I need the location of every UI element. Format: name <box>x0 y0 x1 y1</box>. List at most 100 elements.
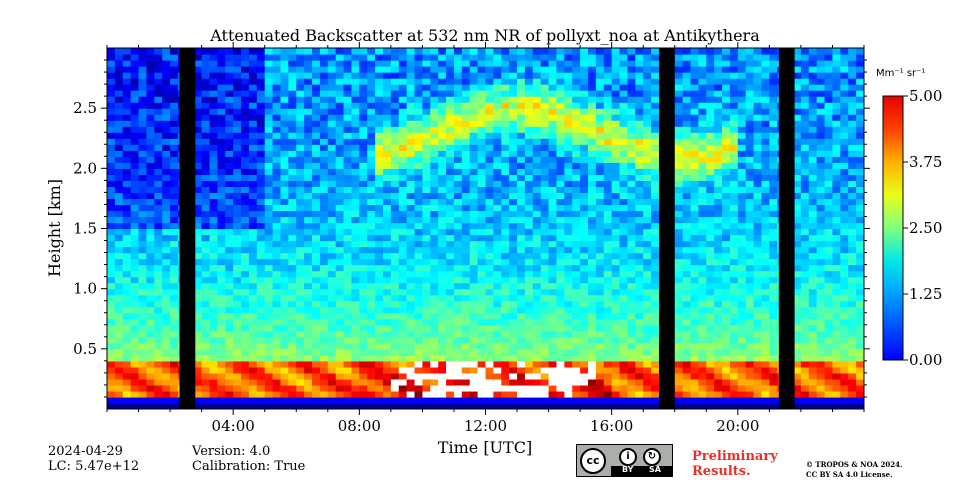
heatmap-cell <box>146 120 155 127</box>
heatmap-cell <box>753 84 763 91</box>
heatmap-cell <box>556 354 565 362</box>
heatmap-cell <box>162 270 171 278</box>
heatmap-cell <box>729 342 739 350</box>
heatmap-cell <box>548 252 558 260</box>
heatmap-cell <box>611 138 621 145</box>
heatmap-cell <box>382 72 392 79</box>
heatmap-cell <box>453 372 463 380</box>
heatmap-cell <box>461 192 471 200</box>
heatmap-cell <box>564 360 573 368</box>
heatmap-cell <box>509 204 518 212</box>
heatmap-cell <box>146 342 155 350</box>
heatmap-cell <box>469 306 479 314</box>
heatmap-cell <box>556 132 565 139</box>
heatmap-cell <box>635 288 644 296</box>
heatmap-cell <box>690 60 700 67</box>
heatmap-cell <box>611 120 621 127</box>
heatmap-cell <box>241 342 250 350</box>
heatmap-cell <box>564 102 573 109</box>
heatmap-cell <box>296 372 305 380</box>
heatmap-cell <box>146 48 155 55</box>
heatmap-cell <box>461 162 471 169</box>
heatmap-cell <box>698 78 707 85</box>
heatmap-cell <box>122 54 132 61</box>
heatmap-cell <box>288 270 297 278</box>
heatmap-cell <box>714 258 723 266</box>
heatmap-cell <box>446 336 455 344</box>
heatmap-cell <box>446 306 455 314</box>
heatmap-cell <box>335 216 345 224</box>
heatmap-cell <box>272 246 282 254</box>
heatmap-cell <box>201 48 211 55</box>
heatmap-cell <box>532 168 542 175</box>
heatmap-cell <box>532 276 542 284</box>
heatmap-cell <box>193 48 203 55</box>
heatmap-cell <box>729 144 739 151</box>
heatmap-cell <box>706 264 715 272</box>
heatmap-cell <box>509 210 518 218</box>
heatmap-cell <box>398 168 408 175</box>
heatmap-cell <box>517 198 526 206</box>
heatmap-cell <box>248 348 258 356</box>
heatmap-cell <box>603 66 613 73</box>
heatmap-cell <box>453 168 463 175</box>
heatmap-cell <box>603 312 613 320</box>
heatmap-cell <box>312 288 321 296</box>
heatmap-cell <box>406 342 416 350</box>
heatmap-cell <box>619 270 629 278</box>
heatmap-cell <box>280 198 289 206</box>
heatmap-cell <box>225 294 234 302</box>
heatmap-cell <box>682 54 692 61</box>
heatmap-cell <box>130 156 140 163</box>
heatmap-cell <box>312 282 321 290</box>
heatmap-cell <box>193 252 203 260</box>
heatmap-cell <box>154 192 163 200</box>
heatmap-cell <box>193 366 203 374</box>
heatmap-cell <box>170 210 179 218</box>
heatmap-cell <box>122 186 132 193</box>
heatmap-cell <box>398 120 408 127</box>
heatmap-cell <box>288 324 297 332</box>
heatmap-cell <box>532 312 542 320</box>
heatmap-cell <box>453 126 463 133</box>
heatmap-cell <box>517 276 526 284</box>
heatmap-cell <box>706 54 715 61</box>
heatmap-cell <box>603 48 613 55</box>
heatmap-cell <box>477 102 487 109</box>
heatmap-cell <box>651 402 660 409</box>
heatmap-cell <box>438 360 447 368</box>
heatmap-cell <box>288 210 297 218</box>
heatmap-cell <box>288 396 297 404</box>
heatmap-cell <box>272 72 282 79</box>
heatmap-cell <box>406 372 416 380</box>
heatmap-cell <box>509 114 518 121</box>
heatmap-cell <box>556 198 565 206</box>
heatmap-cell <box>524 102 534 109</box>
heatmap-cell <box>611 366 621 374</box>
heatmap-cell <box>193 312 203 320</box>
heatmap-cell <box>335 264 345 272</box>
heatmap-cell <box>469 246 479 254</box>
heatmap-cell <box>398 372 408 380</box>
heatmap-cell <box>390 210 400 218</box>
heatmap-cell <box>674 264 684 272</box>
heatmap-cell <box>635 132 644 139</box>
heatmap-cell <box>280 150 289 157</box>
heatmap-cell <box>193 282 203 290</box>
heatmap-cell <box>588 240 597 248</box>
heatmap-cell <box>114 288 124 296</box>
heatmap-cell <box>327 246 337 254</box>
heatmap-cell <box>406 78 416 85</box>
heatmap-cell <box>430 330 439 338</box>
heatmap-cell <box>509 162 518 169</box>
heatmap-cell <box>406 120 416 127</box>
heatmap-cell <box>122 330 132 338</box>
heatmap-cell <box>304 156 313 163</box>
heatmap-cell <box>398 318 408 326</box>
heatmap-cell <box>698 102 707 109</box>
heatmap-cell <box>517 372 526 380</box>
heatmap-cell <box>706 312 715 320</box>
heatmap-cell <box>548 144 558 151</box>
heatmap-cell <box>146 240 155 248</box>
heatmap-cell <box>446 204 455 212</box>
